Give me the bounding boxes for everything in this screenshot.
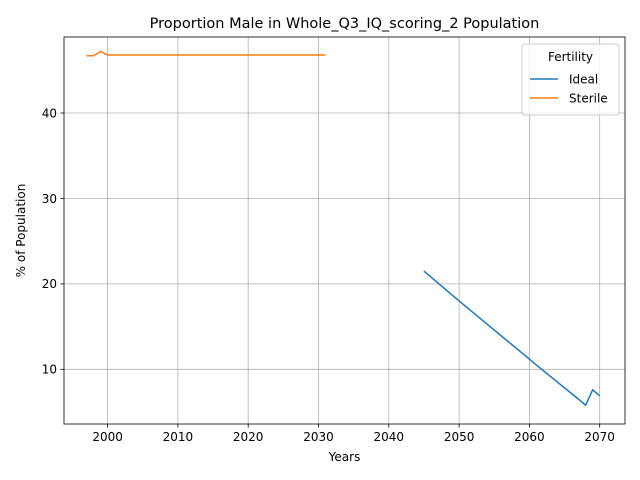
- x-tick-label: 2030: [303, 430, 334, 444]
- legend-title: Fertility: [548, 50, 593, 64]
- legend-items: Ideal Sterile: [530, 72, 608, 105]
- y-tick-label: 40: [42, 106, 57, 120]
- legend: Fertility Ideal Sterile: [521, 43, 620, 116]
- x-tick-label: 2010: [163, 430, 194, 444]
- x-tick-label: 2040: [374, 430, 405, 444]
- x-tick-label: 2070: [584, 430, 615, 444]
- chart-title: Proportion Male in Whole_Q3_IQ_scoring_2…: [150, 16, 540, 32]
- y-axis-label: % of Population: [14, 184, 28, 278]
- x-axis-label: Years: [328, 450, 361, 464]
- x-tick-label: 2000: [92, 430, 123, 444]
- series-line-sterile: [86, 50, 326, 57]
- legend-label-ideal: Ideal: [569, 72, 598, 86]
- y-tick-label: 20: [42, 277, 57, 291]
- x-tick-label: 2050: [444, 430, 475, 444]
- x-tick-label: 2060: [514, 430, 545, 444]
- plot-frame: [63, 36, 626, 425]
- legend-label-sterile: Sterile: [569, 91, 608, 105]
- y-tick-label: 10: [42, 363, 57, 377]
- series-line-ideal: [423, 270, 601, 406]
- series-lines: [86, 50, 601, 406]
- x-tick-label: 2020: [233, 430, 264, 444]
- y-tick-label: 30: [42, 192, 57, 206]
